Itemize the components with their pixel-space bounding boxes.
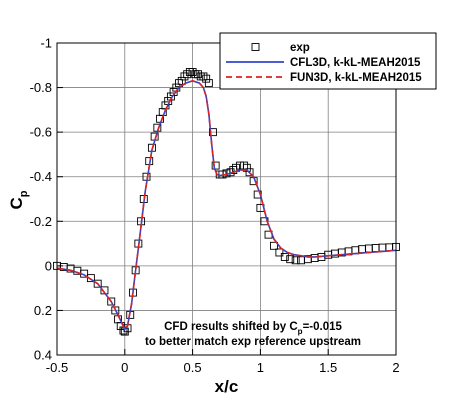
exp-point xyxy=(371,244,380,252)
exp-point xyxy=(385,243,394,252)
x-tick-label: 0.5 xyxy=(184,360,202,375)
legend: exp CFL3D, k-kL-MEAH2015 FUN3D, k-kL-MEAH2… xyxy=(219,32,437,90)
exp-point xyxy=(364,244,373,253)
x-tick-label: 1.5 xyxy=(319,360,337,375)
exp-point xyxy=(199,72,208,81)
x-tick-label: 0 xyxy=(121,360,128,375)
x-axis-label: x/c xyxy=(215,377,239,396)
exp-point xyxy=(310,254,319,263)
legend-label: exp xyxy=(290,42,310,54)
grid-lines xyxy=(56,42,397,356)
annotation-line-2: to better match exp reference upstream xyxy=(145,336,361,348)
legend-label: FUN3D, k-kL-MEAH2015 xyxy=(290,72,422,84)
exp-point xyxy=(196,72,205,81)
exp-point xyxy=(107,297,116,306)
y-tick-label: 0.4 xyxy=(34,348,52,363)
exp-point xyxy=(291,256,300,265)
exp-point xyxy=(204,79,213,88)
exp-point xyxy=(93,279,102,288)
y-tick-label: -0.4 xyxy=(30,169,52,184)
exp-point xyxy=(194,70,202,79)
series-layer xyxy=(53,68,400,336)
y-axis-label-sub: p xyxy=(18,190,30,197)
legend-box xyxy=(219,32,437,90)
annotation: CFD results shifted by Cp=-0.015 to bett… xyxy=(145,321,361,348)
y-tick-label: 0 xyxy=(45,258,52,273)
exp-point xyxy=(245,168,254,177)
y-tick-label: -1 xyxy=(40,36,52,51)
x-tick-label: 1 xyxy=(257,360,264,375)
exp-point xyxy=(188,68,197,76)
exp-point xyxy=(229,166,238,174)
y-tick-label: -0.2 xyxy=(30,214,52,229)
exp-point xyxy=(240,161,249,170)
exp-point xyxy=(358,245,367,254)
annotation-line-1-before: CFD results shifted by C xyxy=(164,321,298,333)
exp-point xyxy=(378,243,387,252)
y-tick-label: -0.6 xyxy=(30,125,52,140)
exp-point xyxy=(208,128,217,137)
axis-ticks: -0.5 0 0.5 1 1.5 2 -1 -0.8 -0.6 -0.4 -0.2 0 0.2 0.4 xyxy=(30,36,400,376)
exp-point xyxy=(297,256,306,265)
legend-label: CFL3D, k-kL-MEAH2015 xyxy=(290,57,421,69)
exp-point xyxy=(86,274,95,283)
exp-point xyxy=(111,306,120,315)
exp-point xyxy=(183,70,192,79)
annotation-line-1-after: =-0.015 xyxy=(303,321,343,333)
legend-marker-exp xyxy=(251,43,260,51)
x-tick-label: 2 xyxy=(392,360,399,375)
exp-point xyxy=(270,241,278,250)
x-tick-label: -0.5 xyxy=(46,360,68,375)
y-tick-label: 0.2 xyxy=(34,303,52,318)
exp-point xyxy=(177,76,186,85)
exp-point xyxy=(286,255,295,264)
y-axis-label-main: C xyxy=(7,197,26,209)
exp-point xyxy=(236,161,245,170)
exp-point xyxy=(280,252,289,261)
annotation-line-1: CFD results shifted by Cp=-0.015 xyxy=(164,321,342,336)
plot-frame xyxy=(56,42,397,356)
exp-point xyxy=(242,163,251,172)
y-tick-label: -0.8 xyxy=(30,80,52,95)
exp-point xyxy=(275,248,284,257)
exp-point xyxy=(202,74,211,83)
y-axis-label: Cp xyxy=(7,190,30,209)
axis-labels: x/c Cp xyxy=(7,190,238,396)
exp-point xyxy=(180,72,189,81)
series-line-fun3d xyxy=(56,80,397,331)
annotation-line-1-sub: p xyxy=(298,327,303,336)
